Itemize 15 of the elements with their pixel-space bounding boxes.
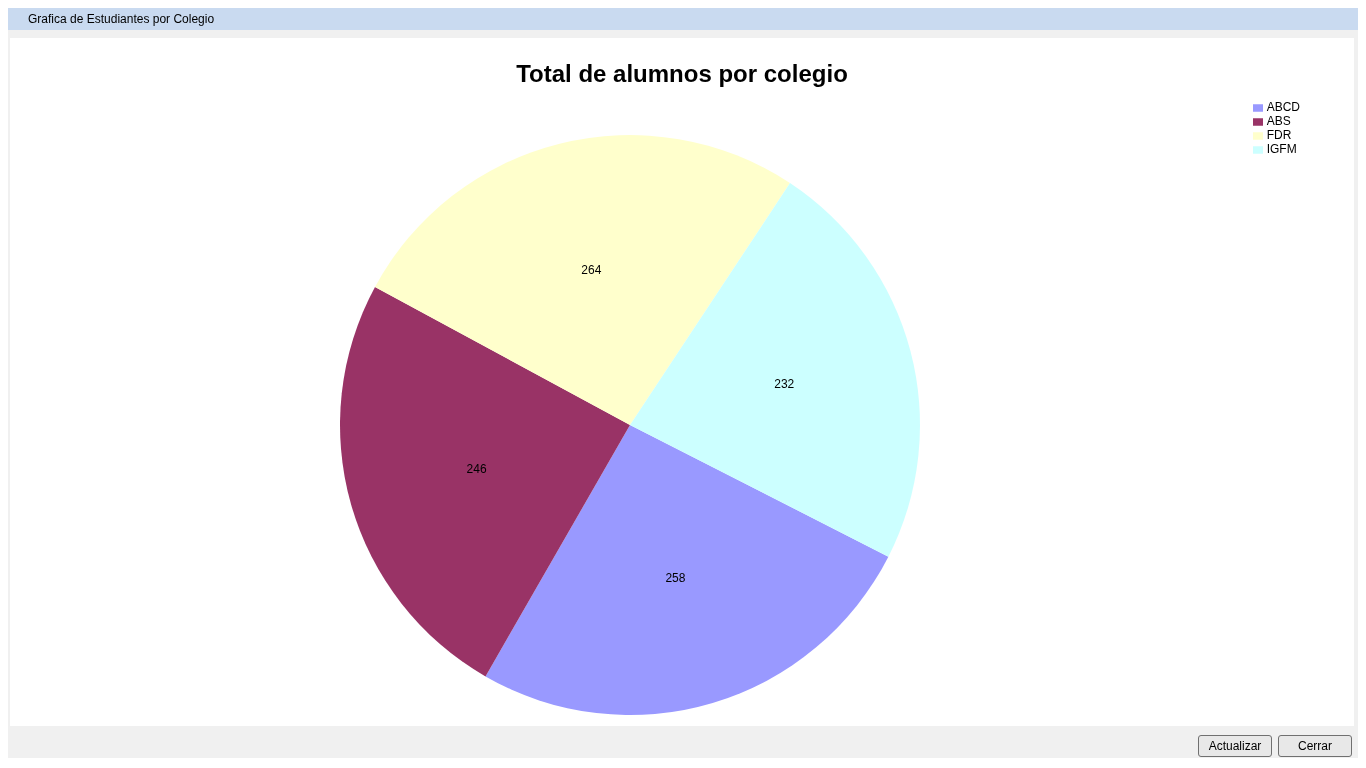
text: Grafica de Estudiantes por Colegio	[8, 8, 1358, 30]
data-label: 264	[581, 263, 602, 278]
chart-title: Total de alumnos por colegio	[515, 60, 849, 89]
pie-slice	[630, 183, 920, 557]
data-label: 246	[466, 461, 487, 476]
legend-label: ABCD	[1266, 100, 1300, 114]
text: Cerrar	[1278, 735, 1352, 757]
pie-slice	[340, 286, 630, 677]
data-label: 258	[665, 570, 686, 585]
legend-label: ABS	[1266, 114, 1291, 128]
legend-label: FDR	[1266, 128, 1292, 142]
text: Actualizar	[1198, 735, 1272, 757]
data-label: 232	[774, 377, 795, 392]
legend-label: IGFM	[1266, 142, 1297, 156]
pie-slice	[485, 425, 889, 715]
